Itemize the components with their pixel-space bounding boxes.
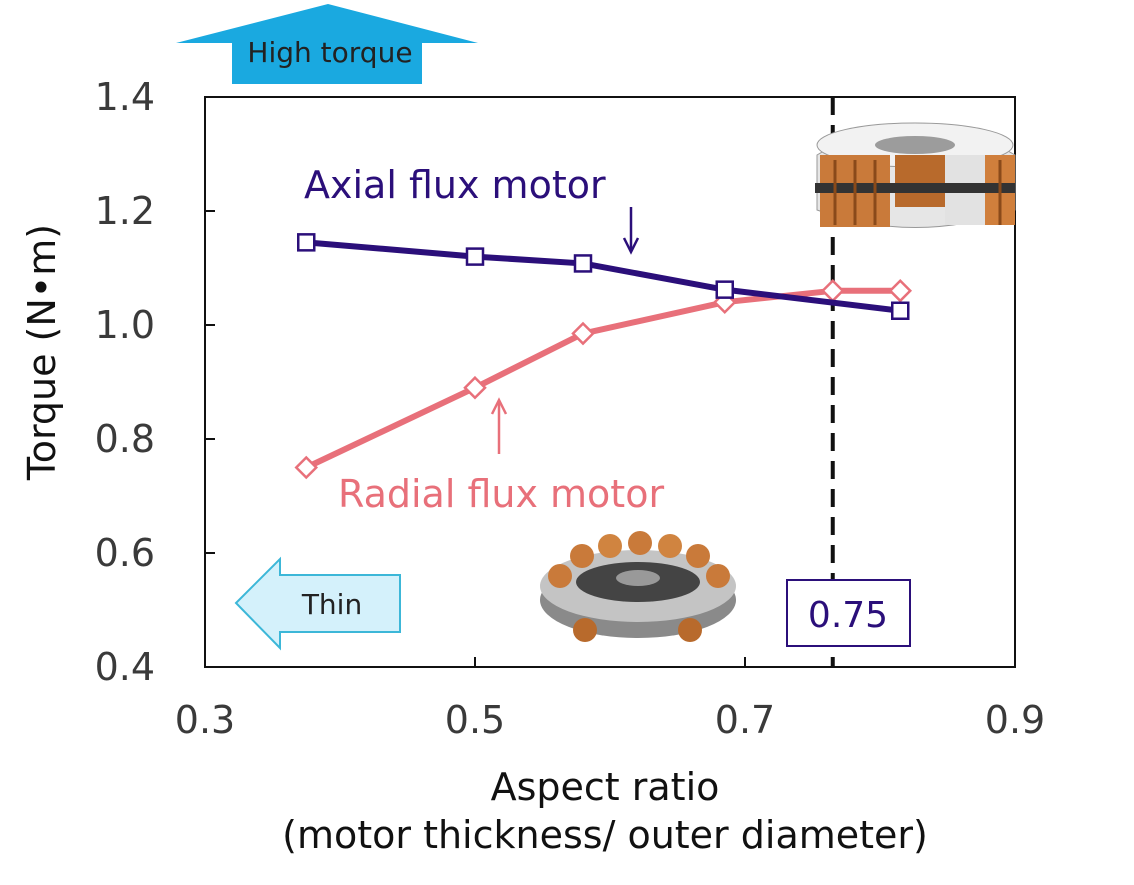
y-tick-label: 0.6 (95, 531, 155, 575)
x-tick-label: 0.7 (715, 698, 775, 742)
y-tick-label: 0.8 (95, 417, 155, 461)
axial-pointer-arrow (622, 207, 640, 255)
thin-arrow (234, 556, 401, 651)
y-axis: 0.4 0.6 0.8 1.0 1.2 1.4 (95, 75, 215, 689)
data-point (294, 455, 319, 480)
series-line (303, 239, 904, 314)
data-point (573, 254, 593, 273)
y-axis-title: Torque (N•m) (20, 224, 64, 481)
series-axial (297, 233, 910, 320)
high-torque-label: High torque (247, 36, 412, 69)
thin-label: Thin (301, 588, 362, 621)
y-tick-label: 1.2 (95, 189, 155, 233)
reference-value-label: 0.75 (808, 595, 888, 636)
data-point (463, 375, 487, 400)
data-point (571, 321, 595, 346)
x-axis: 0.3 0.5 0.7 0.9 (175, 657, 1045, 742)
thin-callout: Thin (234, 556, 401, 651)
series-radial (294, 279, 913, 480)
data-point (820, 279, 845, 303)
radial-pointer-arrow (490, 397, 508, 454)
data-point (297, 233, 316, 252)
x-axis-subtitle: (motor thickness/ outer diameter) (282, 813, 928, 857)
x-tick-label: 0.5 (445, 698, 505, 742)
radial-series-label: Radial flux motor (338, 472, 664, 516)
y-tick-label: 1.0 (95, 303, 155, 347)
y-tick-label: 1.4 (95, 75, 155, 119)
radial-motor-icon (540, 531, 736, 642)
high-torque-arrow (176, 4, 478, 84)
y-tick-label: 0.4 (95, 645, 155, 689)
axial-motor-icon (815, 122, 1016, 228)
high-torque-callout: High torque (176, 4, 478, 84)
data-point (715, 280, 734, 299)
x-tick-label: 0.3 (175, 698, 235, 742)
series-layer (294, 233, 913, 480)
x-tick-label: 0.9 (985, 698, 1045, 742)
data-point (888, 279, 913, 303)
axial-series-label: Axial flux motor (304, 163, 606, 207)
reference-value-box: 0.75 (786, 579, 911, 647)
data-point (465, 247, 485, 266)
plot-frame (204, 96, 1016, 668)
x-axis-title: Aspect ratio (491, 765, 720, 809)
series-line (303, 287, 904, 471)
data-point (891, 301, 910, 320)
